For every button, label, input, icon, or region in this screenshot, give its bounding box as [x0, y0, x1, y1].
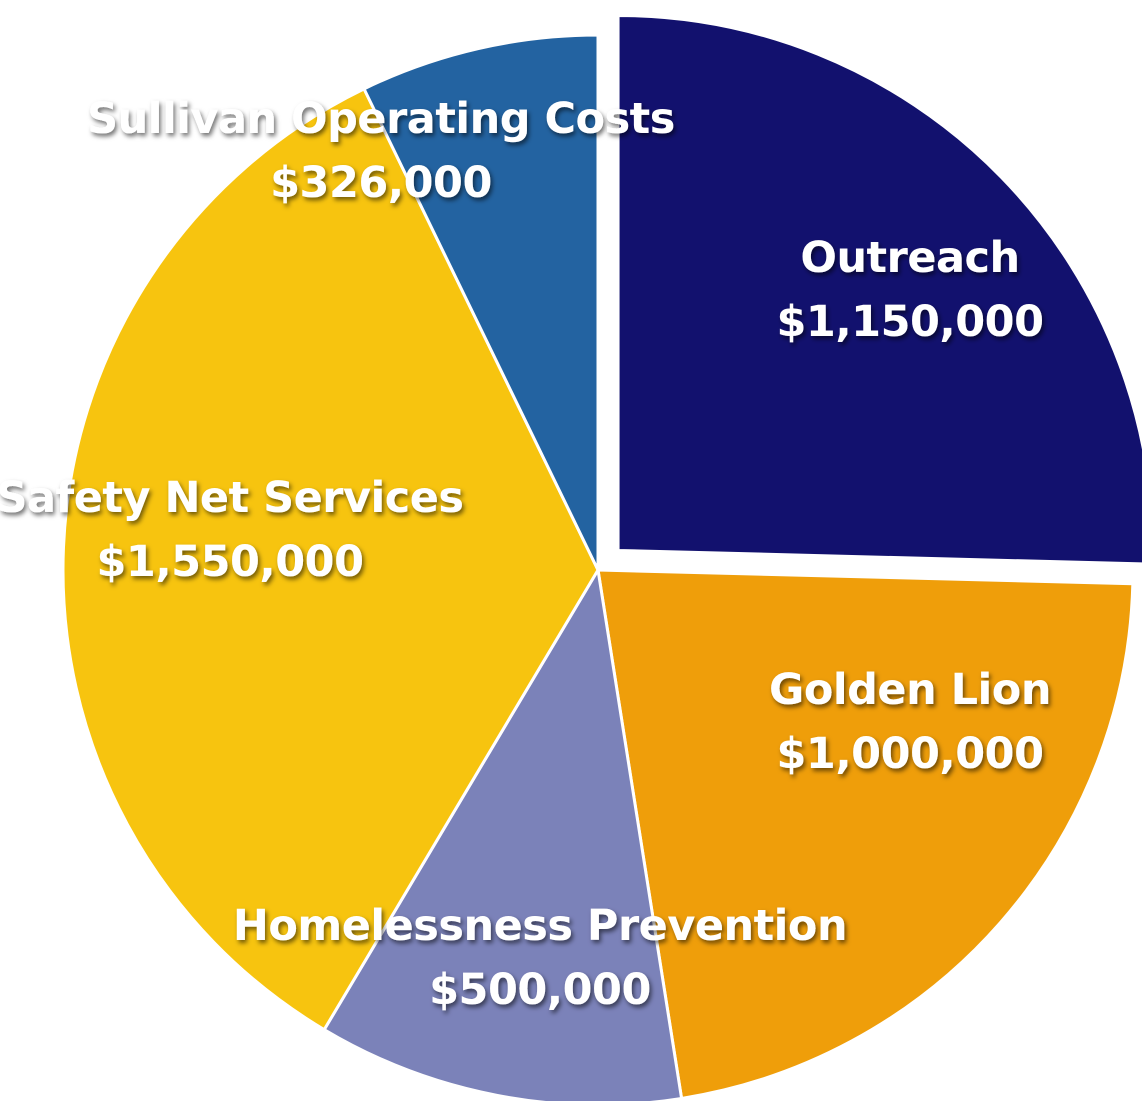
slice-value-label: $1,000,000 [776, 729, 1043, 779]
pie-labels: Outreach $1,150,000 Golden Lion $1,000,000 H… [0, 94, 1051, 1015]
slice-value-label: $1,150,000 [776, 297, 1043, 347]
slice-label: Sullivan Operating Costs [87, 94, 675, 144]
pie-slice-sullivan-operating-costs [362, 33, 600, 572]
slice-label: Outreach [800, 233, 1019, 283]
slice-label: Homelessness Prevention [233, 901, 847, 951]
slice-value-label: $500,000 [429, 965, 651, 1015]
pie-slice-golden-lion [596, 568, 1135, 1100]
pie-slice-safety-net-services [61, 87, 600, 1032]
pie-slice-homelessness-prevention [322, 568, 684, 1101]
pie-slice-outreach [616, 13, 1142, 566]
slice-label: Golden Lion [769, 665, 1051, 715]
slice-value-label: $326,000 [270, 158, 492, 208]
slice-label: Safety Net Services [0, 473, 463, 523]
pie-slices [61, 13, 1142, 1101]
slice-value-label: $1,550,000 [96, 537, 363, 587]
